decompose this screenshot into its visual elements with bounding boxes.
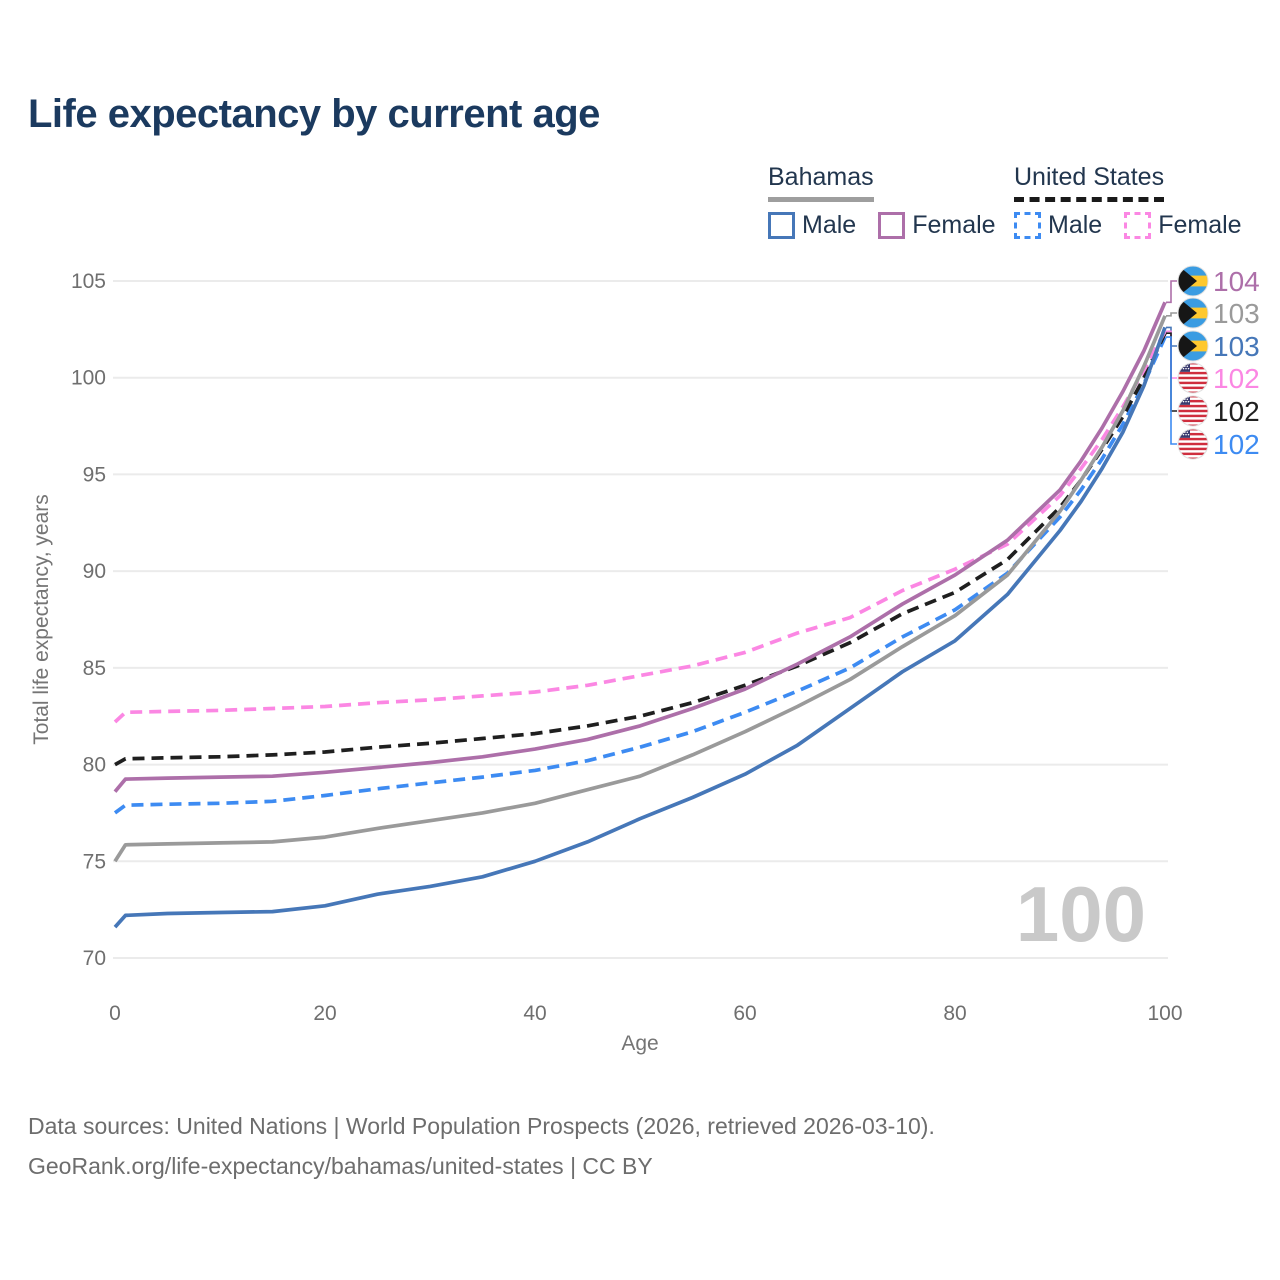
attribution-note: GeoRank.org/life-expectancy/bahamas/unit… (28, 1153, 653, 1179)
leader-line-united-states-male (1166, 336, 1177, 445)
legend-label: Male (1048, 211, 1103, 239)
y-tick-70: 70 (83, 947, 106, 970)
flag-icon-bahamas (1177, 330, 1209, 363)
line-bahamas-male[interactable] (113, 326, 1167, 929)
y-axis-title: Total life expectancy, years (30, 494, 53, 745)
y-tick-85: 85 (83, 657, 106, 680)
y-tick-80: 80 (83, 754, 106, 777)
legend-group-united-states: United States Male Female (1014, 163, 1242, 240)
bahamas-female-swatch-icon (878, 212, 906, 239)
end-label-united-states-both-sexes: 102 (1213, 396, 1260, 427)
y-tick-90: 90 (83, 560, 106, 583)
y-tick-100: 100 (71, 367, 106, 390)
x-tick-20: 20 (313, 1002, 336, 1025)
y-tick-75: 75 (83, 850, 106, 873)
line-bahamas-both-sexes[interactable] (113, 315, 1167, 863)
x-tick-100: 100 (1147, 1002, 1182, 1025)
flag-icon-united-states (1177, 395, 1209, 427)
age-ticker-watermark: 100 (1016, 870, 1146, 958)
series-lines (113, 301, 1167, 929)
x-tick-80: 80 (943, 1002, 966, 1025)
x-tick-60: 60 (733, 1002, 756, 1025)
gridlines (113, 280, 1168, 959)
end-label-bahamas-female: 104 (1213, 266, 1260, 297)
age-ticker: 100 (1016, 870, 1146, 958)
line-united-states-both-sexes[interactable] (114, 332, 1167, 767)
page-title: Life expectancy by current age (28, 92, 600, 136)
legend-label: Male (802, 211, 857, 239)
line-united-states-male[interactable] (113, 336, 1167, 815)
flag-icon-united-states (1177, 428, 1209, 460)
legend-group-bahamas: Bahamas Male Female (768, 163, 996, 240)
bahamas-male-swatch-icon (768, 212, 795, 239)
legend-label: Female (1158, 211, 1242, 239)
leader-line-bahamas-both-sexes (1166, 312, 1177, 317)
legend-label: Female (912, 211, 996, 239)
us-female-swatch-icon (1124, 212, 1152, 239)
y-tick-95: 95 (83, 463, 106, 486)
x-tick-0: 0 (109, 1002, 121, 1025)
axis-labels: 70 75 80 85 90 95 100 105 0 20 40 60 80 100 Age Total l… (30, 270, 1183, 1055)
legend-item-us-female[interactable]: Female (1124, 211, 1242, 240)
us-male-swatch-icon (1014, 212, 1041, 239)
leader-line-bahamas-female (1166, 280, 1177, 304)
flag-icon-bahamas (1177, 297, 1209, 330)
line-united-states-female[interactable] (113, 330, 1167, 724)
line-bahamas-female[interactable] (113, 301, 1167, 793)
footer: Data sources: United Nations | World Pop… (28, 1106, 935, 1186)
flag-icon-united-states (1177, 362, 1209, 394)
legend-item-bahamas-male[interactable]: Male (768, 211, 856, 240)
end-label-bahamas-male: 103 (1213, 331, 1260, 362)
flag-icon-bahamas (1177, 265, 1209, 298)
legend-country-united-states: United States (1014, 163, 1165, 202)
end-label-bahamas-both-sexes: 103 (1213, 298, 1260, 329)
y-tick-105: 105 (71, 270, 106, 293)
end-label-united-states-male: 102 (1213, 429, 1260, 460)
end-label-united-states-female: 102 (1213, 363, 1260, 394)
x-tick-40: 40 (523, 1002, 546, 1025)
legend-item-bahamas-female[interactable]: Female (878, 211, 996, 240)
legend-item-us-male[interactable]: Male (1014, 211, 1102, 240)
legend-country-bahamas: Bahamas (768, 163, 874, 202)
x-axis-title: Age (621, 1032, 658, 1055)
data-source-note: Data sources: United Nations | World Pop… (28, 1113, 935, 1139)
